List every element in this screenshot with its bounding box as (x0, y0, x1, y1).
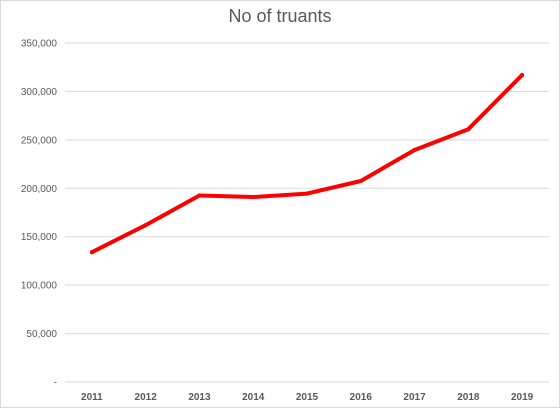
y-axis-ticks: - 50,000 100,000 150,000 200,000 250,000 300,0… (21, 39, 58, 389)
chart-title: No of truants (228, 6, 332, 26)
y-tick-label: 250,000 (21, 135, 58, 146)
x-tick-label: 2015 (296, 392, 319, 403)
x-tick-label: 2018 (457, 392, 480, 403)
series-layer (89, 72, 525, 255)
data-point (466, 127, 471, 132)
y-tick-label: 300,000 (21, 87, 58, 98)
x-tick-label: 2017 (403, 392, 426, 403)
data-point (89, 250, 94, 255)
y-tick-label: 200,000 (21, 184, 58, 195)
data-point (412, 148, 417, 153)
y-tick-label: 150,000 (21, 232, 58, 243)
y-tick-label: 350,000 (21, 39, 58, 50)
y-tick-label: 50,000 (26, 329, 57, 340)
x-tick-label: 2019 (511, 392, 534, 403)
data-point (251, 195, 256, 200)
series-line (89, 73, 525, 255)
y-tick-label: 100,000 (21, 281, 58, 292)
x-tick-label: 2016 (350, 392, 373, 403)
x-tick-label: 2013 (188, 392, 211, 403)
gridlines (65, 42, 549, 383)
data-point (197, 193, 202, 198)
data-point (358, 179, 363, 184)
y-tick-label: - (54, 378, 57, 389)
data-point (143, 223, 148, 228)
x-tick-label: 2012 (135, 392, 158, 403)
data-point (305, 191, 309, 196)
x-tick-label: 2011 (81, 392, 103, 403)
x-axis-ticks: 2011 2012 2013 2014 2015 2016 2017 2018 2019 (81, 392, 534, 403)
x-tick-label: 2014 (242, 392, 265, 403)
data-point (520, 72, 525, 77)
